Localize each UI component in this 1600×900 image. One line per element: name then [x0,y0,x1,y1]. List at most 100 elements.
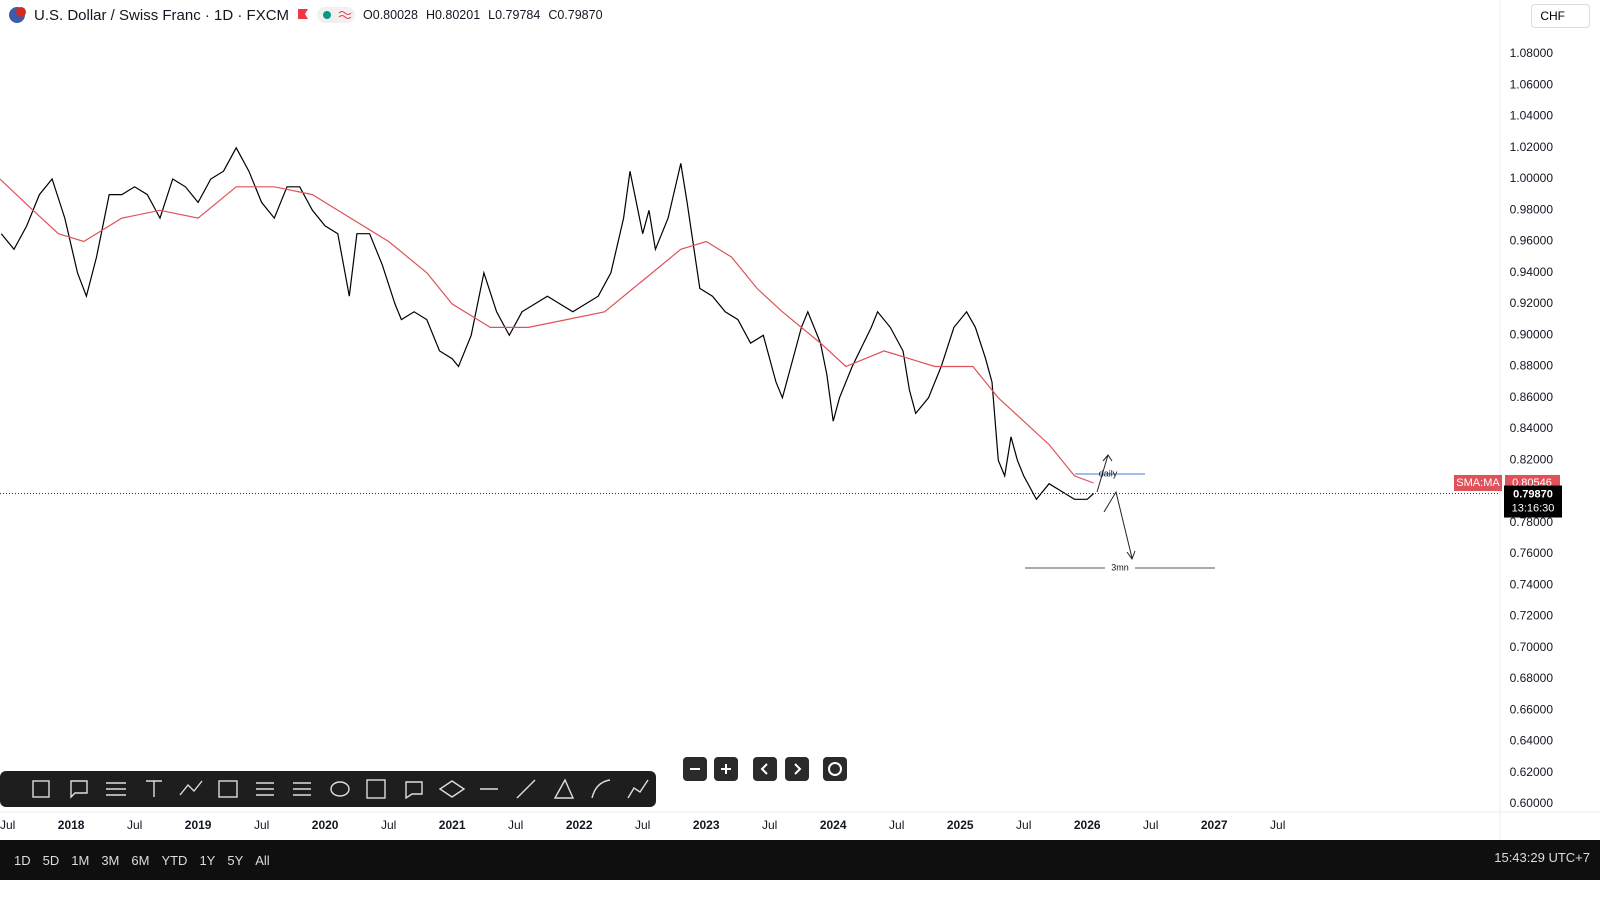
tool-icons [32,778,649,800]
price-box [1504,485,1562,518]
y-tick-label: 0.94000 [1510,265,1554,279]
chart: 0.60000 0.62000 0.64000 0.66000 0.68000 0.700… [0,0,1600,840]
tool[interactable] [405,781,423,800]
x-tick-label: Jul [254,818,269,832]
range-button[interactable]: 1M [71,852,90,868]
y-tick-label: 0.68000 [1510,671,1554,685]
tool[interactable] [179,780,203,796]
x-tick-label: Jul [635,818,650,832]
y-tick-label: 1.06000 [1510,77,1554,91]
range-button[interactable]: 6M [131,852,150,868]
drawing-toolbar [0,771,656,807]
y-tick-label: 0.70000 [1510,640,1554,654]
y-tick-label: 0.82000 [1510,452,1554,466]
annotation: daily [1099,468,1118,478]
range-button[interactable]: 5D [42,852,60,868]
y-tick-label: 0.74000 [1510,577,1554,591]
x-tick-label: 2025 [947,818,974,832]
y-tick-label: 1.02000 [1510,140,1554,154]
y-tick-label: 0.60000 [1510,796,1554,810]
y-tick-label: 1.04000 [1510,109,1554,123]
tool[interactable] [293,782,311,796]
status [317,7,356,23]
y-tick-label: 0.76000 [1510,546,1554,560]
tool[interactable] [32,780,50,798]
x-tick-label: 2019 [185,818,212,832]
y-tick-label: 0.72000 [1510,609,1554,623]
x-tick-label: 2026 [1074,818,1101,832]
x-tick-label: Jul [0,818,15,832]
x-tick-label: 2018 [58,818,85,832]
y-tick-label: 0.62000 [1510,765,1554,779]
annotation: 3mn [1111,562,1129,572]
x-tick-label: Jul [762,818,777,832]
x-tick-label: Jul [1016,818,1031,832]
tool[interactable] [516,779,536,799]
range-button[interactable]: YTD [161,852,188,868]
zoom-in[interactable] [714,757,738,781]
y-tick-label: 1.00000 [1510,171,1554,185]
x-tick-label: 2020 [312,818,339,832]
price-value: 0.79870 [1513,488,1553,500]
range-button[interactable]: All [255,852,270,868]
sma-tag-box [1454,474,1502,491]
tool[interactable] [366,779,386,799]
y-tick-label: 0.86000 [1510,390,1554,404]
y-tick-label: 1.08000 [1510,46,1554,60]
ohlc-open: O0.80028 [363,8,418,22]
x-tick-label: 2022 [566,818,593,832]
x-tick-label: 2024 [820,818,847,832]
x-tick-label: Jul [889,818,904,832]
tool[interactable] [553,778,575,799]
currency-select[interactable]: CHF [1531,4,1590,28]
price-countdown: 13:16:30 [1512,502,1555,514]
sma-tag: SMA:MA [1456,477,1500,489]
bottom-bar: 1D 5D 1M 3M 6M YTD 1Y 5Y All [0,840,1600,880]
x-tick-label: Jul [381,818,396,832]
x-tick-label: Jul [1270,818,1285,832]
y-tick-label: 0.92000 [1510,296,1554,310]
ohlc-high: H0.80201 [425,8,481,22]
scroll-right[interactable] [785,757,809,781]
clock: 15:43:29 UTC+7 [1494,850,1590,865]
header: U.S. Dollar / Swiss Franc · 1D · FXCM O0… [8,6,603,24]
tool[interactable] [256,782,274,796]
range-button[interactable]: 3M [101,852,120,868]
drawing-arrow [1096,454,1136,561]
tool[interactable] [591,779,611,799]
price-line [0,146,1095,501]
tool[interactable] [330,781,350,797]
y-tick-label: 0.64000 [1510,734,1554,748]
tool[interactable] [438,780,466,798]
symbol-title[interactable]: U.S. Dollar / Swiss Franc · 1D · FXCM [34,6,290,24]
x-tick-label: Jul [127,818,142,832]
x-tick-label: 2021 [439,818,466,832]
ohlc-low: L0.79784 [488,8,541,22]
y-tick-label: 0.96000 [1510,234,1554,248]
zoom-out[interactable] [683,757,707,781]
reset-chart[interactable] [823,757,847,781]
scroll-left[interactable] [753,757,777,781]
range-button[interactable]: 1D [14,852,31,868]
y-tick-label: 0.98000 [1510,202,1554,216]
x-tick-label: Jul [1143,818,1158,832]
tool[interactable] [70,780,88,799]
y-tick-label: 0.88000 [1510,359,1554,373]
y-tick-label: 0.84000 [1510,421,1554,435]
tool[interactable] [218,780,238,798]
y-tick-label: 0.90000 [1510,327,1554,341]
flag[interactable] [297,8,309,22]
ohlc-close: C0.79870 [548,8,603,22]
tool[interactable] [106,782,126,796]
price-line [0,178,1094,484]
x-tick-label: 2027 [1201,818,1228,832]
x-tick-label: 2023 [693,818,720,832]
x-tick-label: Jul [508,818,523,832]
tool[interactable] [146,780,162,797]
tool[interactable] [627,779,649,799]
range-button[interactable]: 1Y [199,852,216,868]
y-tick-label: 0.78000 [1510,515,1554,529]
symbol-icon [9,7,26,23]
range-button[interactable]: 5Y [227,852,244,868]
